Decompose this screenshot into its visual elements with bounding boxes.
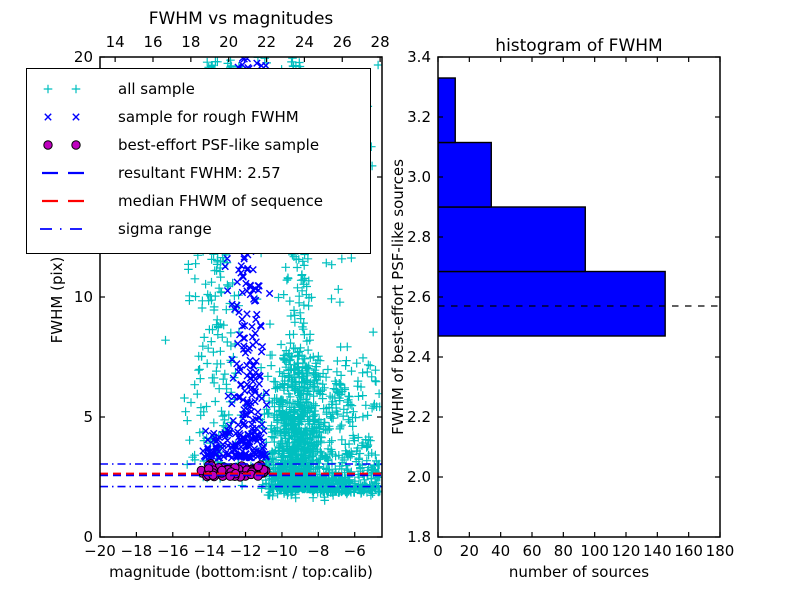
tick-label: 40	[491, 542, 511, 560]
right-plot-title: histogram of FWHM	[495, 36, 663, 56]
histogram-bar	[438, 77, 456, 144]
tick-label: 100	[580, 542, 609, 560]
tick-label: 2.4	[407, 348, 431, 366]
left-plot-xlabel: magnitude (bottom:isnt / top:calib)	[109, 563, 373, 581]
legend-entry-1: all sample	[27, 75, 370, 103]
tick-label: −8	[307, 542, 330, 560]
legend-entry-4: resultant FWHM: 2.57	[27, 159, 370, 187]
tick-label: 3.4	[407, 48, 431, 66]
tick-label: 80	[553, 542, 573, 560]
tick-label: −14	[193, 542, 225, 560]
histogram-bar	[438, 206, 586, 273]
legend-label: resultant FWHM: 2.57	[118, 164, 281, 182]
legend-label: median FHWM of sequence	[118, 192, 323, 210]
tick-label: −12	[229, 542, 262, 560]
tick-label: 2.8	[407, 228, 431, 246]
tick-label: 5	[83, 408, 93, 426]
dashed-marker-icon	[42, 171, 84, 175]
all-sample-markers	[161, 57, 382, 505]
tick-label: 22	[257, 33, 277, 51]
tick-label: −16	[156, 542, 189, 560]
tick-label: 10	[73, 288, 93, 306]
tick-label: 3.0	[407, 168, 431, 186]
tick-label: −6	[343, 542, 366, 560]
legend-entry-2: sample for rough FWHM	[27, 103, 370, 131]
dashed-marker-icon	[42, 199, 84, 203]
legend-entry-5: median FHWM of sequence	[27, 187, 370, 215]
tick-label: −10	[266, 542, 298, 560]
plus-marker-icon	[43, 84, 81, 94]
circle-marker-icon	[43, 140, 81, 150]
tick-label: 14	[105, 33, 125, 51]
tick-label: 2.2	[407, 408, 431, 426]
legend-entry-3: best-effort PSF-like sample	[27, 131, 370, 159]
tick-label: 0	[433, 542, 443, 560]
dashdot-marker-icon	[40, 228, 82, 230]
left-plot-title: FWHM vs magnitudes	[148, 9, 334, 29]
tick-label: 28	[370, 33, 390, 51]
legend-box: all sample sample for rough FWHM best-effo…	[26, 68, 371, 254]
tick-label: 20	[219, 33, 239, 51]
tick-label: −18	[120, 542, 153, 560]
tick-label: 3.2	[407, 108, 431, 126]
scatter-layer	[100, 57, 382, 505]
legend-label: sample for rough FWHM	[118, 108, 299, 126]
histogram-bar	[438, 270, 666, 337]
tick-label: 120	[611, 542, 641, 560]
tick-label: 1.8	[407, 528, 431, 546]
histogram-bars	[438, 77, 666, 337]
tick-label: −20	[84, 542, 116, 560]
tick-label: 16	[143, 33, 163, 51]
tick-label: 2.0	[407, 468, 431, 486]
legend-entry-6: sigma range	[27, 215, 370, 243]
psf-sample-circles	[196, 459, 271, 482]
tick-label: 140	[643, 542, 672, 560]
x-marker-icon	[44, 113, 80, 121]
tick-label: 20	[73, 48, 93, 66]
tick-label: 160	[674, 542, 703, 560]
tick-label: 24	[294, 33, 314, 51]
tick-label: 20	[459, 542, 479, 560]
tick-label: 60	[522, 542, 542, 560]
tick-label: 18	[181, 33, 201, 51]
tick-label: 0	[83, 528, 93, 546]
legend-label: best-effort PSF-like sample	[118, 136, 320, 154]
tick-label: 26	[332, 33, 352, 51]
legend-label: sigma range	[118, 220, 212, 238]
histogram-bar	[438, 141, 492, 208]
legend-label: all sample	[118, 80, 195, 98]
tick-label: 180	[705, 542, 735, 560]
right-plot-xlabel: number of sources	[508, 563, 650, 581]
tick-label: 2.6	[407, 288, 431, 306]
